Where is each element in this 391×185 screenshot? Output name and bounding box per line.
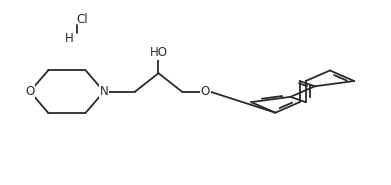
Text: HO: HO [149, 46, 167, 59]
Text: O: O [25, 85, 34, 98]
Text: Cl: Cl [77, 14, 88, 26]
Text: N: N [100, 85, 108, 98]
Text: O: O [201, 85, 210, 98]
Text: H: H [65, 32, 73, 45]
